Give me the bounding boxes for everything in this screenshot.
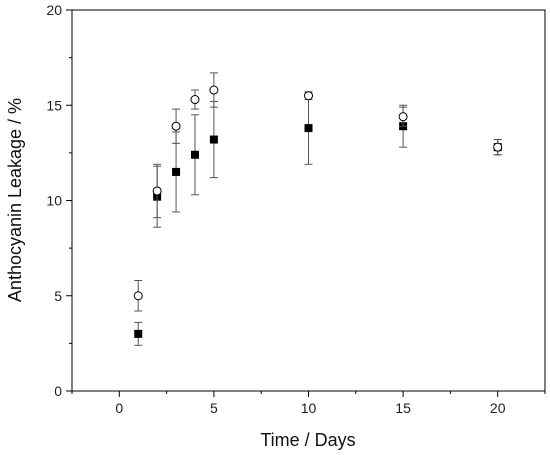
data-point-square — [134, 329, 143, 338]
data-point-circle — [152, 186, 162, 196]
x-axis-ticks: 0 5 10 15 20 — [71, 391, 546, 416]
x-tick-label: 5 — [210, 400, 218, 416]
y-tick-label: 15 — [46, 97, 62, 113]
y-axis-title: Anthocyanin Leakage / % — [5, 98, 25, 302]
y-tick-label: 0 — [54, 383, 62, 399]
data-point-circle — [190, 95, 200, 105]
x-axis-title: Time / Days — [260, 430, 355, 450]
data-point-circle — [209, 85, 219, 95]
x-tick-label: 0 — [115, 400, 123, 416]
x-tick-label: 20 — [490, 400, 506, 416]
data-point-square — [304, 124, 313, 133]
y-axis-ticks: 0 5 10 15 20 — [46, 2, 72, 399]
data-point-circle — [171, 121, 181, 131]
y-tick-label: 10 — [46, 193, 62, 209]
x-tick-label: 15 — [395, 400, 411, 416]
data-point-square — [172, 167, 181, 176]
y-tick-label: 5 — [54, 288, 62, 304]
data-point-square — [190, 150, 199, 159]
y-tick-label: 20 — [46, 2, 62, 18]
data-point-square — [209, 135, 218, 144]
data-series — [133, 72, 503, 346]
data-point-circle — [133, 291, 143, 301]
plot-frame — [71, 9, 546, 392]
data-point-circle — [493, 142, 503, 152]
data-point-circle — [398, 112, 408, 122]
data-point-circle — [304, 91, 313, 101]
x-tick-label: 10 — [301, 400, 317, 416]
